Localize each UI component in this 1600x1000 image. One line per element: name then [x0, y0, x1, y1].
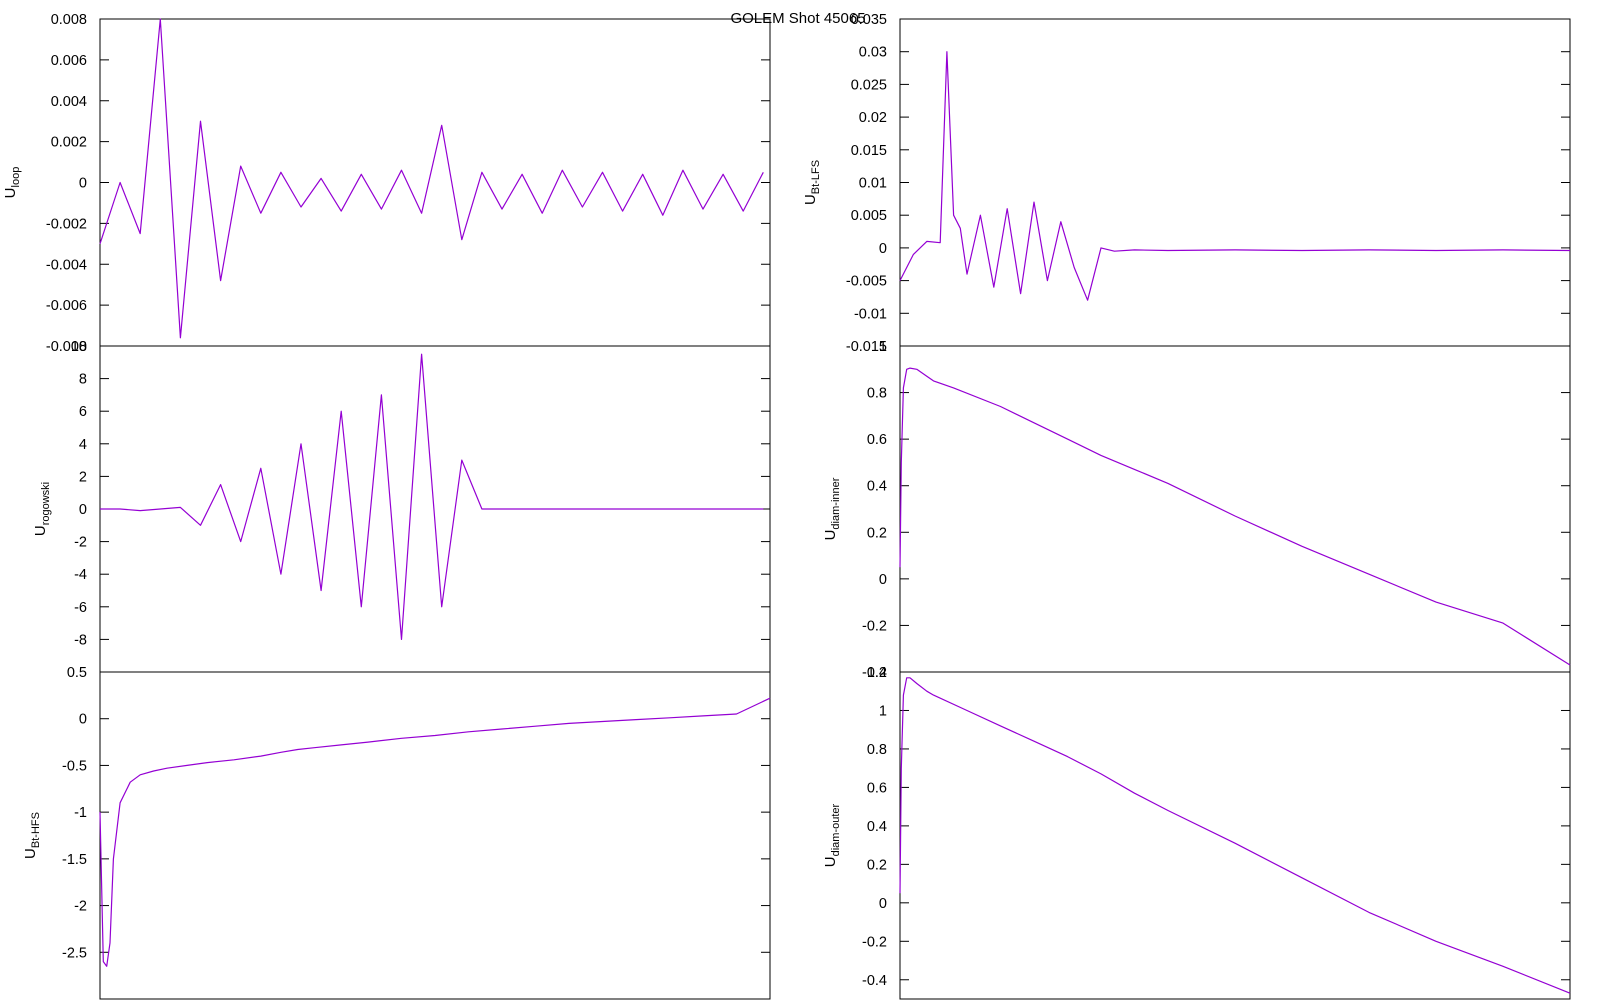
- y-axis-label: UBt-LFS: [802, 160, 822, 205]
- y-axis-label-main: U: [802, 194, 819, 205]
- y-tick-label: -0.005: [846, 274, 887, 290]
- y-tick-label: -8: [74, 632, 87, 648]
- plot-frame: [899, 18, 1571, 347]
- y-axis-label-main: U: [2, 187, 19, 198]
- y-tick-label: 1: [879, 339, 887, 355]
- y-axis-label: Udiam-outer: [822, 803, 842, 867]
- y-tick-label: 0.2: [867, 525, 887, 541]
- y-tick-label: -0.5: [62, 758, 87, 774]
- y-tick-label: 0.004: [51, 94, 87, 110]
- y-tick-label: 6: [79, 404, 87, 420]
- y-tick-label: 0.006: [51, 53, 87, 69]
- y-tick-label: -0.2: [862, 934, 887, 950]
- y-tick-label: 0.2: [867, 857, 887, 873]
- y-tick-label: 0: [79, 712, 87, 728]
- y-tick-label: 0.8: [867, 386, 887, 402]
- y-tick-label: 0.4: [867, 479, 887, 495]
- y-tick-label: -0.015: [846, 339, 887, 355]
- y-tick-label: 0: [879, 896, 887, 912]
- y-tick-label: 0.8: [867, 742, 887, 758]
- panels: 0.008 0.006 0.004 0.002 0 -0.002 -0.004 -0.006 -…: [2, 12, 1571, 1000]
- y-tick-label: 2: [79, 469, 87, 485]
- plot-frame: [899, 671, 1571, 1000]
- y-tick-label: 0.5: [67, 665, 87, 681]
- y-tick-label: 0.008: [51, 12, 87, 28]
- panel-1: 0.008 0.006 0.004 0.002 0 -0.002 -0.004 -0.006 -…: [2, 12, 771, 355]
- y-tick-label: 0: [879, 241, 887, 257]
- y-tick-label: 8: [79, 372, 87, 388]
- panel-6: 1.2 1 0.8 0.6 0.4 0.2 0 -0.2 -0.4 Udiam-outer: [822, 665, 1571, 1000]
- y-tick-label: 0.01: [859, 176, 887, 192]
- y-tick-label: 0.6: [867, 432, 887, 448]
- series-line-1: [99, 18, 764, 339]
- y-tick-label: 1.2: [867, 665, 887, 681]
- y-tick-label: -0.004: [46, 257, 87, 273]
- figure-title: GOLEM Shot 45065: [730, 10, 865, 27]
- plot-frame: [99, 18, 771, 347]
- y-tick-label: 0.002: [51, 135, 87, 151]
- y-tick-label: 10: [71, 339, 87, 355]
- y-axis-label: Udiam-inner: [822, 477, 842, 540]
- y-tick-label: 1: [879, 703, 887, 719]
- y-tick-label: -1.5: [62, 852, 87, 868]
- panel-4: 0.035 0.03 0.025 0.02 0.015 0.01 0.005 0 -0.005 -…: [802, 12, 1571, 355]
- y-tick-label: 0: [79, 502, 87, 518]
- y-axis-label: Uloop: [2, 167, 22, 199]
- y-axis-label-main: U: [32, 525, 49, 536]
- y-axis-label-sub: Bt-HFS: [30, 812, 42, 848]
- series-line-1: [899, 677, 1571, 994]
- y-axis-label: UBt-HFS: [22, 812, 42, 859]
- y-tick-label: -0.006: [46, 298, 87, 314]
- series-line-1: [899, 51, 1571, 301]
- y-axis-label: Urogowski: [32, 482, 52, 536]
- y-tick-label: 0.6: [867, 780, 887, 796]
- y-axis-label-main: U: [22, 848, 39, 859]
- y-tick-label: -0.008: [46, 339, 87, 355]
- y-tick-label: -0.002: [46, 216, 87, 232]
- panel-3: 0.5 0 -0.5 -1 -1.5 -2 -2.5 UBt-HFS: [22, 665, 771, 1000]
- y-tick-label: -2.5: [62, 945, 87, 961]
- panel-2: 10 8 6 4 2 0 -2 -4 -6 -8 Urogowski: [32, 339, 771, 673]
- y-tick-label: 4: [79, 437, 87, 453]
- y-tick-label: 0.02: [859, 110, 887, 126]
- y-axis-label-sub: diam-outer: [830, 803, 842, 856]
- series-line-1: [99, 697, 771, 967]
- y-tick-label: -2: [74, 899, 87, 915]
- plot-frame: [899, 345, 1571, 673]
- y-axis-label-sub: diam-inner: [830, 477, 842, 529]
- y-tick-label: -2: [74, 535, 87, 551]
- y-tick-label: 0.025: [851, 77, 887, 93]
- series-line-1: [899, 367, 1571, 666]
- y-axis-label-main: U: [822, 856, 839, 867]
- plot-frame: [99, 671, 771, 1000]
- y-axis-label-sub: Bt-LFS: [810, 160, 822, 194]
- y-tick-label: -0.4: [862, 665, 887, 681]
- y-tick-label: -0.4: [862, 973, 887, 989]
- y-tick-label: -0.2: [862, 618, 887, 634]
- y-tick-label: 0: [79, 176, 87, 192]
- y-tick-label: 0.035: [851, 12, 887, 28]
- panel-5: 1 0.8 0.6 0.4 0.2 0 -0.2 -0.4 Udiam-inner: [822, 339, 1571, 681]
- series-line-1: [100, 353, 764, 641]
- y-tick-label: -4: [74, 567, 87, 583]
- y-tick-label: -6: [74, 600, 87, 616]
- y-tick-label: -1: [74, 805, 87, 821]
- y-axis-label-sub: rogowski: [40, 482, 52, 525]
- y-tick-label: 0.005: [851, 208, 887, 224]
- y-axis-label-sub: loop: [10, 167, 22, 188]
- y-tick-label: -0.01: [854, 306, 887, 322]
- y-tick-label: 0: [879, 572, 887, 588]
- y-axis-label-main: U: [822, 530, 839, 541]
- y-tick-label: 0.03: [859, 45, 887, 61]
- y-tick-label: 0.4: [867, 819, 887, 835]
- y-tick-label: 0.015: [851, 143, 887, 159]
